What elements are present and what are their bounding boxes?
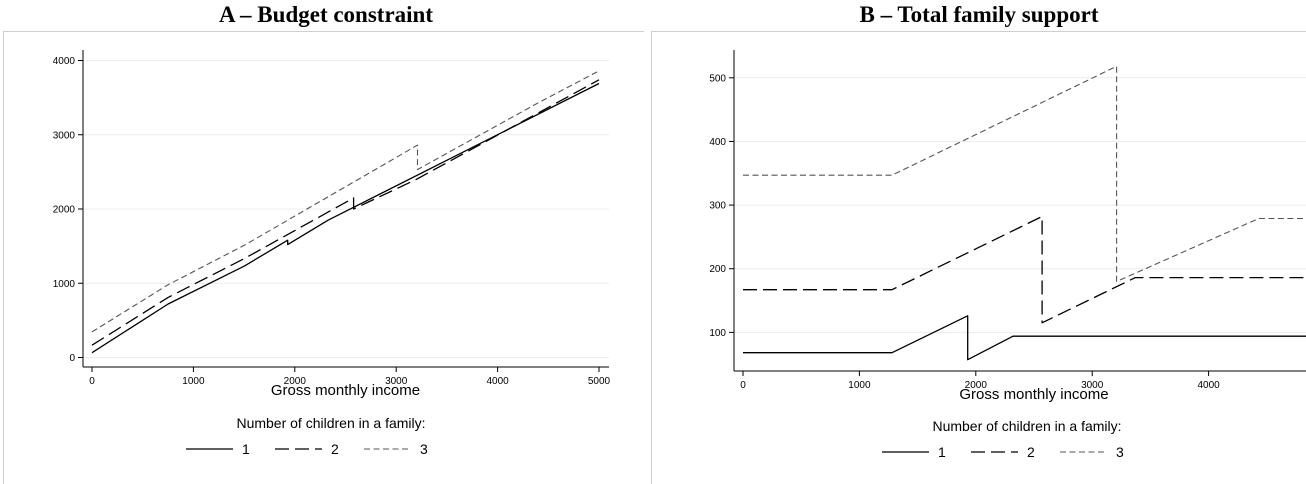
y-tick-label: 200	[709, 264, 726, 275]
panel-a: 0 1000 2000 3000 4000 0 1000 2000 3000 4000 5000 Gr…	[3, 31, 644, 484]
series-line-2-children	[91, 79, 600, 346]
series-line-1-children	[743, 315, 1306, 361]
legend-label-3: 3	[420, 441, 428, 457]
legend-label-2: 2	[1027, 444, 1035, 460]
x-tick-label: 1000	[182, 376, 205, 387]
series-line-2-children	[743, 215, 1306, 324]
panel-b-title: B – Total family support	[859, 2, 1099, 27]
y-tick-label: 400	[709, 137, 726, 148]
x-tick-label: 3000	[1081, 380, 1104, 391]
x-tick-label: 4000	[486, 376, 509, 387]
legend-title: Number of children in a family:	[236, 415, 425, 431]
series-line-1-children	[91, 82, 600, 354]
x-tick-label: 2000	[965, 380, 988, 391]
x-tick-label: 0	[740, 380, 746, 391]
y-tick-label: 300	[709, 201, 726, 212]
x-tick-label: 4000	[1197, 380, 1220, 391]
x-tick-label: 1000	[848, 380, 871, 391]
y-tick-label: 1000	[53, 279, 76, 290]
panel-a-title: A – Budget constraint	[218, 2, 434, 27]
x-tick-label: 0	[89, 376, 95, 387]
series-line-3-children	[91, 70, 600, 333]
legend-label-1: 1	[938, 444, 946, 460]
series-line-3-children	[743, 65, 1306, 283]
legend-title: Number of children in a family:	[932, 418, 1121, 434]
x-axis-label: Gross monthly income	[959, 386, 1108, 403]
x-tick-label: 5000	[588, 376, 611, 387]
y-tick-label: 2000	[53, 205, 76, 216]
y-tick-label: 100	[709, 328, 726, 339]
x-tick-label: 3000	[385, 376, 408, 387]
x-axis-label: Gross monthly income	[271, 382, 420, 399]
panel-b: 100200300400500010002000300040005000Gros…	[651, 31, 1306, 484]
y-tick-label: 500	[709, 73, 726, 84]
x-tick-label: 2000	[284, 376, 307, 387]
y-tick-label: 3000	[53, 130, 76, 141]
legend-label-2: 2	[331, 441, 339, 457]
legend-label-1: 1	[242, 441, 250, 457]
y-tick-label: 0	[69, 353, 75, 364]
y-tick-label: 4000	[53, 56, 76, 67]
family-support-chart: 100200300400500010002000300040005000Gros…	[709, 50, 1306, 460]
budget-constraint-chart: 0 1000 2000 3000 4000 0 1000 2000 3000 4000 5000 Gr…	[53, 50, 611, 457]
legend-label-3: 3	[1116, 444, 1124, 460]
